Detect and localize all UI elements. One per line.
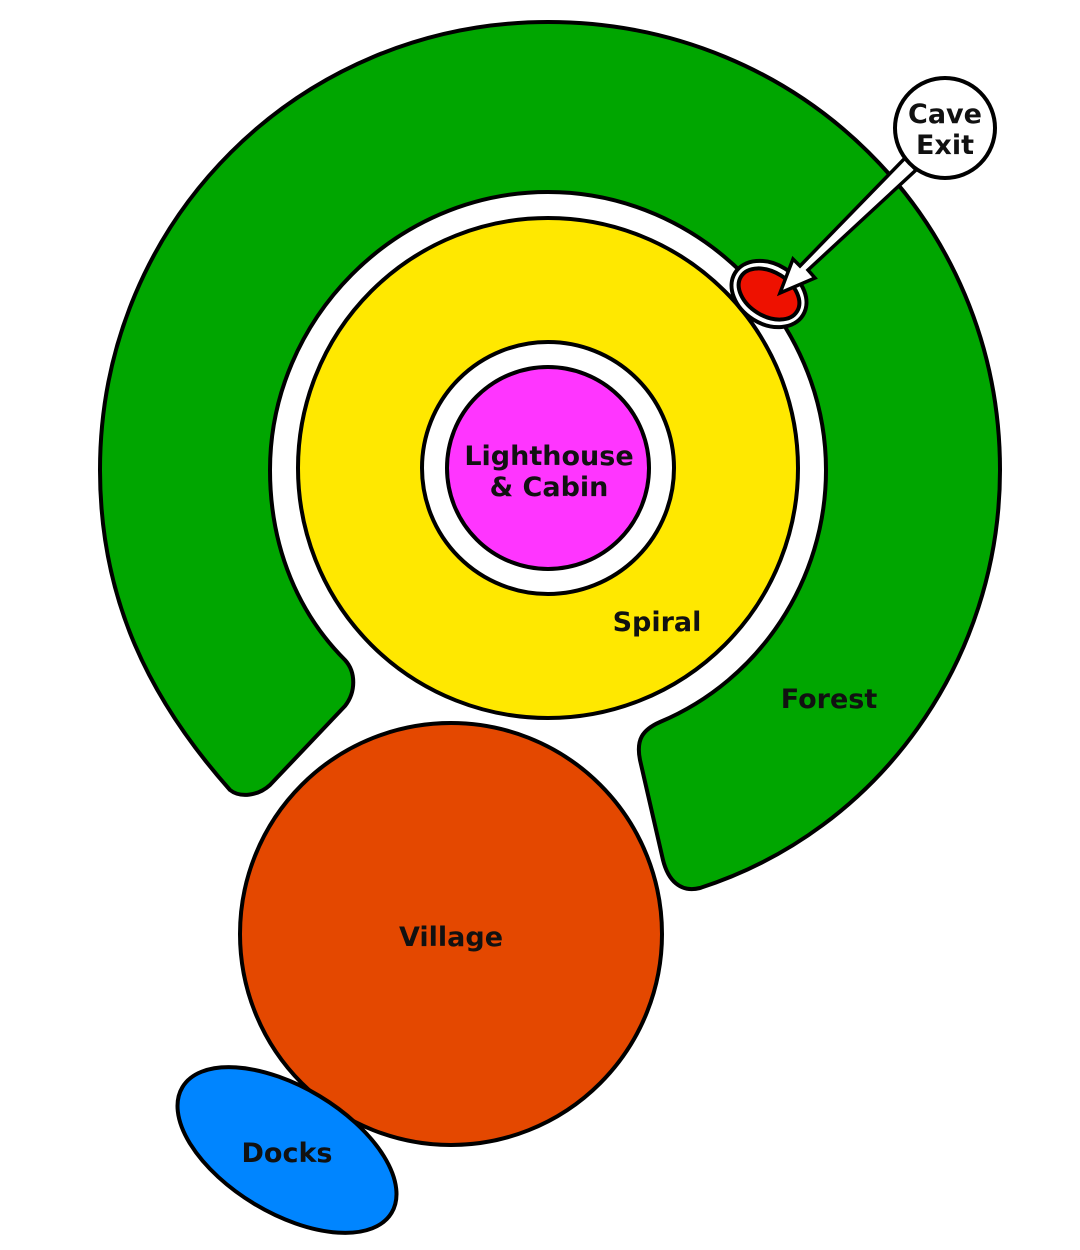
arrow-icon — [776, 155, 919, 297]
lighthouse-label-line1: Lighthouse — [464, 441, 633, 472]
village-label: Village — [399, 922, 503, 953]
forest-label: Forest — [781, 684, 878, 715]
spiral-label: Spiral — [613, 607, 702, 638]
forest-region[interactable] — [97, 19, 1003, 892]
callout-label-line1: Cave — [908, 99, 982, 130]
callout-label-line2: Exit — [916, 130, 974, 161]
lighthouse-region[interactable] — [445, 365, 651, 571]
lighthouse-label-line2: & Cabin — [490, 472, 609, 503]
village-region[interactable] — [238, 721, 664, 1147]
docks-label: Docks — [242, 1138, 333, 1169]
cave-exit-callout[interactable] — [893, 76, 997, 180]
docks-region[interactable] — [150, 1033, 424, 1250]
